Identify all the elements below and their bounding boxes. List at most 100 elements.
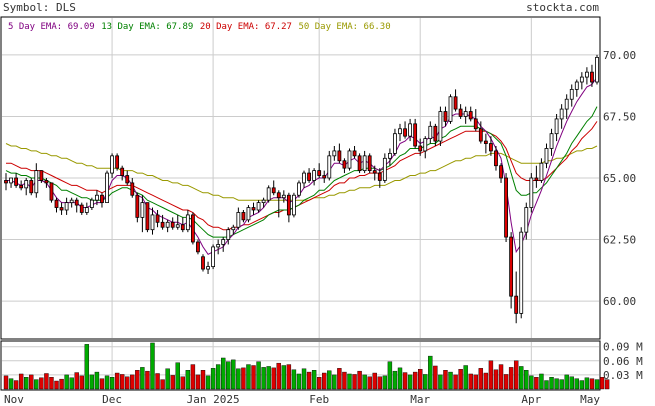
volume-bar [372,372,377,390]
volume-bar [276,362,281,390]
candle-body [307,172,311,181]
candle [180,217,185,233]
volume-bar [140,367,145,390]
candle-body [281,194,286,199]
candle-body [398,128,402,135]
candle [372,165,377,181]
volume-bar [74,372,79,390]
volume-bar [49,377,54,390]
candle [362,150,367,174]
candle [443,106,448,127]
volume-bar [367,376,372,390]
candle [241,210,246,223]
legend-item: 5 Day EMA: 69.09 [8,22,95,32]
candle-body [150,214,155,231]
candle-body [514,295,519,314]
candle-body [524,207,529,233]
candle-body [438,111,443,142]
candle [569,84,574,107]
candle [281,190,286,203]
candle-body [458,108,463,117]
candle-body [286,194,291,216]
candle [292,192,296,218]
candle-body [418,145,423,152]
candle [579,72,584,90]
volume-bar [468,373,473,390]
volume-tick-label: 0.06 M [603,355,643,368]
candle-body [110,155,114,174]
candle-body [352,150,357,157]
candle [529,173,534,213]
candle [206,261,210,274]
volume-bar [316,377,322,390]
volume-bar [397,367,403,390]
volume-bar [109,377,115,390]
candle-body [216,244,221,248]
candle-body [64,202,69,211]
candle-body [39,170,44,181]
candle [211,244,216,270]
candle-body [539,162,544,181]
candle [590,64,594,87]
candle [266,185,271,203]
candle [190,212,195,245]
site-label: stockta.com [526,1,599,14]
candle [367,153,372,174]
candle-body [509,236,514,297]
symbol-label: Symbol: DLS [3,1,76,14]
volume-bar [231,359,236,390]
candle [286,192,291,223]
candle-body [155,214,160,223]
candle-body [34,170,39,194]
candle [170,217,175,230]
volume-bar [327,370,332,390]
candle-body [448,96,453,122]
volume-bar [165,368,170,390]
candle-body [170,221,175,228]
volume-bar [190,364,196,390]
candle [160,214,165,230]
volume-bar [226,361,231,390]
volume-bar [150,342,155,390]
price-tick-label: 67.50 [603,110,636,123]
candle [95,190,99,206]
candle [473,109,478,132]
volume-bar [24,377,29,390]
candle [236,207,241,230]
volume-bar [493,369,499,390]
volume-bar [524,370,529,390]
candle-body [297,182,301,196]
volume-bar [503,374,509,390]
candle-body [372,170,377,174]
candle-body [362,155,367,172]
candle-body [590,71,594,83]
candle [49,182,54,203]
volume-bar [64,374,69,390]
candle [387,148,392,166]
candle [276,190,281,218]
candle [403,121,407,139]
price-tick-label: 62.50 [603,234,636,247]
volume-bar [483,372,489,390]
candle [19,180,24,191]
candle [175,214,180,230]
candle-body [160,221,165,228]
date-tick-label: Mar [410,393,430,406]
candle-body [483,140,488,144]
candle [342,158,347,174]
candle [216,239,221,255]
volume-bar [377,376,382,390]
candle [584,67,589,85]
volume-axis-labels: 0.09 M0.06 M0.03 M [603,341,643,382]
candle [509,232,514,309]
candle-body [494,150,498,167]
candle [595,54,599,85]
volume-bar [428,355,433,390]
candle [524,202,529,240]
candle [438,106,443,146]
candle [89,197,94,210]
candle [423,136,428,159]
volume-bar [352,374,357,390]
volume-bar [130,374,135,390]
